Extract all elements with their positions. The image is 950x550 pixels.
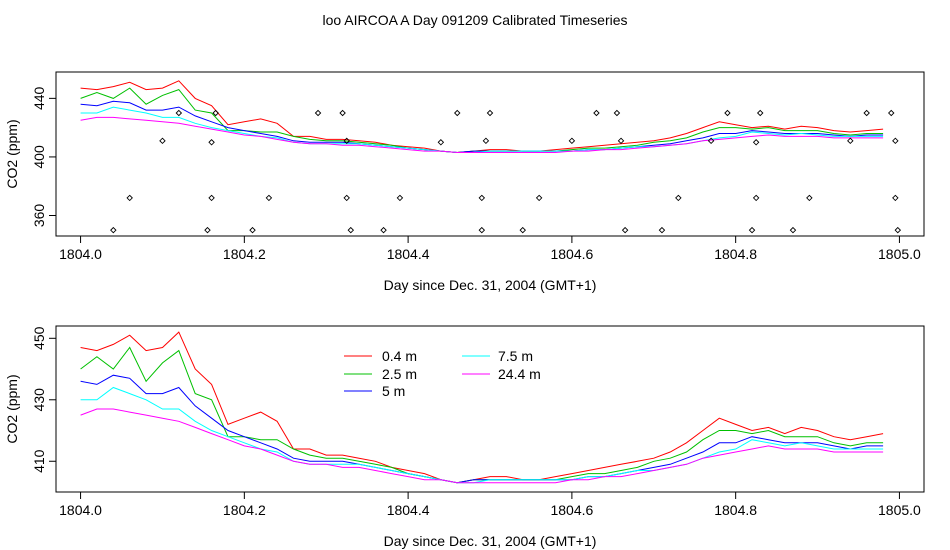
top-scatter-point xyxy=(343,137,350,145)
top-y-axis-label: CO2 (ppm) xyxy=(4,119,20,188)
bot-x-tick-label: 1804.8 xyxy=(714,502,757,518)
top-y-tick-label: 440 xyxy=(31,86,47,110)
top-scatter-point xyxy=(486,109,494,117)
top-scatter-point xyxy=(339,109,346,117)
top-scatter-point xyxy=(535,194,543,202)
bot-series-line-0-4-m xyxy=(80,331,884,484)
bot-y-tick-label: 450 xyxy=(31,326,47,350)
bot-series-line-2-5-m xyxy=(80,346,884,484)
top-scatter-point xyxy=(396,194,404,202)
top-scatter-point xyxy=(175,109,183,117)
figure-title: loo AIRCOA A Day 091209 Calibrated Times… xyxy=(322,12,627,28)
top-scatter-point xyxy=(847,137,854,145)
top-scatter-point xyxy=(519,226,526,234)
legend-label-24-4m: 24.4 m xyxy=(498,366,541,382)
legend-label-7-5m: 7.5 m xyxy=(498,348,533,364)
top-scatter-point xyxy=(347,226,355,234)
top-series-line-7-5-m xyxy=(80,106,884,153)
top-plot-frame xyxy=(55,71,925,237)
top-scatter-point xyxy=(613,109,621,117)
top-scatter-point xyxy=(894,226,902,234)
legend: 0.4 m 2.5 m 5 m 7.5 m 24.4 m xyxy=(344,348,541,399)
top-x-axis-label: Day since Dec. 31, 2004 (GMT+1) xyxy=(384,277,597,293)
top-scatter-point xyxy=(892,194,899,202)
top-y-tick-label: 360 xyxy=(31,204,47,228)
top-scatter-point xyxy=(617,137,625,145)
bot-series-line-24-4-m xyxy=(80,408,884,484)
top-scatter-point xyxy=(748,226,756,234)
top-scatter-point xyxy=(892,137,899,145)
bottom-x-axis: 1804.0 1804.2 1804.4 1804.6 1804.8 1805.0 xyxy=(59,492,921,518)
top-y-axis: 360 400 440 xyxy=(31,86,56,227)
top-scatter-point xyxy=(482,137,490,145)
top-scatter-point xyxy=(888,109,895,117)
bottom-plot-frame xyxy=(55,325,925,493)
bottom-x-axis-label: Day since Dec. 31, 2004 (GMT+1) xyxy=(384,533,597,549)
top-scatter-point xyxy=(212,109,219,117)
top-series-group xyxy=(80,80,884,154)
bot-series-line-5-m xyxy=(80,374,884,484)
top-scatter-point xyxy=(265,194,273,202)
top-series-line-2-5-m xyxy=(80,87,884,154)
bottom-y-axis-label: CO2 (ppm) xyxy=(4,374,20,443)
top-scatter-point xyxy=(806,194,813,202)
top-scatter-point xyxy=(756,109,764,117)
bot-x-tick-label: 1804.4 xyxy=(387,502,430,518)
legend-label-0-4m: 0.4 m xyxy=(382,348,417,364)
bot-series-line-7-5-m xyxy=(80,386,884,484)
bottom-y-axis: 410 430 450 xyxy=(31,326,56,473)
top-scatter-point xyxy=(752,139,760,146)
top-scatter-point xyxy=(789,226,797,234)
top-x-tick-label: 1804.4 xyxy=(387,246,430,262)
top-scatter-point xyxy=(675,194,682,202)
bot-y-tick-label: 410 xyxy=(31,449,47,473)
top-scatter-point xyxy=(752,194,760,202)
top-scatter-point xyxy=(159,137,166,145)
top-point-group xyxy=(110,109,902,234)
top-scatter-point xyxy=(621,226,629,234)
top-scatter-point xyxy=(110,226,117,234)
top-scatter-point xyxy=(437,139,445,146)
bot-x-tick-label: 1805.0 xyxy=(878,502,921,518)
top-series-line-24-4-m xyxy=(80,116,884,153)
bot-y-tick-label: 430 xyxy=(31,388,47,412)
bottom-series-group xyxy=(80,331,884,484)
top-scatter-point xyxy=(380,226,387,234)
top-scatter-point xyxy=(208,139,215,146)
bot-x-tick-label: 1804.2 xyxy=(223,502,266,518)
top-scatter-point xyxy=(478,226,486,234)
top-x-tick-label: 1804.0 xyxy=(59,246,102,262)
top-scatter-point xyxy=(478,194,486,202)
top-scatter-point xyxy=(314,109,322,117)
top-x-tick-label: 1805.0 xyxy=(878,246,921,262)
top-scatter-point xyxy=(249,226,256,234)
top-scatter-point xyxy=(568,137,576,145)
bottom-panel: 1804.0 1804.2 1804.4 1804.6 1804.8 1805.0 410… xyxy=(4,325,925,549)
top-scatter-point xyxy=(343,194,350,202)
top-scatter-point xyxy=(863,109,870,117)
top-scatter-point xyxy=(593,109,600,117)
bot-x-tick-label: 1804.0 xyxy=(59,502,102,518)
top-y-tick-label: 400 xyxy=(31,145,47,169)
top-x-axis: 1804.0 1804.2 1804.4 1804.6 1804.8 1805.0 xyxy=(59,236,921,262)
top-x-tick-label: 1804.8 xyxy=(714,246,757,262)
top-scatter-point xyxy=(724,109,731,117)
top-scatter-point xyxy=(658,226,666,234)
top-series-line-0-4-m xyxy=(80,80,884,154)
bot-x-tick-label: 1804.6 xyxy=(550,502,593,518)
top-x-tick-label: 1804.6 xyxy=(550,246,593,262)
legend-label-5m: 5 m xyxy=(382,383,405,399)
top-series-line-5-m xyxy=(80,100,884,154)
legend-label-2-5m: 2.5 m xyxy=(382,366,417,382)
top-scatter-point xyxy=(208,194,215,202)
top-panel: 1804.0 1804.2 1804.4 1804.6 1804.8 1805.0 360… xyxy=(4,71,925,293)
top-x-tick-label: 1804.2 xyxy=(223,246,266,262)
top-scatter-point xyxy=(126,194,133,202)
top-scatter-point xyxy=(204,226,211,234)
top-scatter-point xyxy=(707,137,715,145)
top-scatter-point xyxy=(454,109,461,117)
